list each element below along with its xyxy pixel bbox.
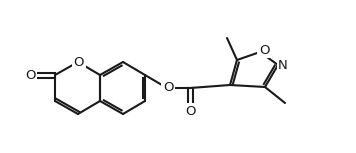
- Text: N: N: [278, 58, 288, 71]
- Text: O: O: [25, 69, 35, 82]
- Text: O: O: [163, 80, 173, 93]
- Text: O: O: [186, 104, 196, 118]
- Text: O: O: [74, 56, 84, 69]
- Text: O: O: [259, 43, 269, 56]
